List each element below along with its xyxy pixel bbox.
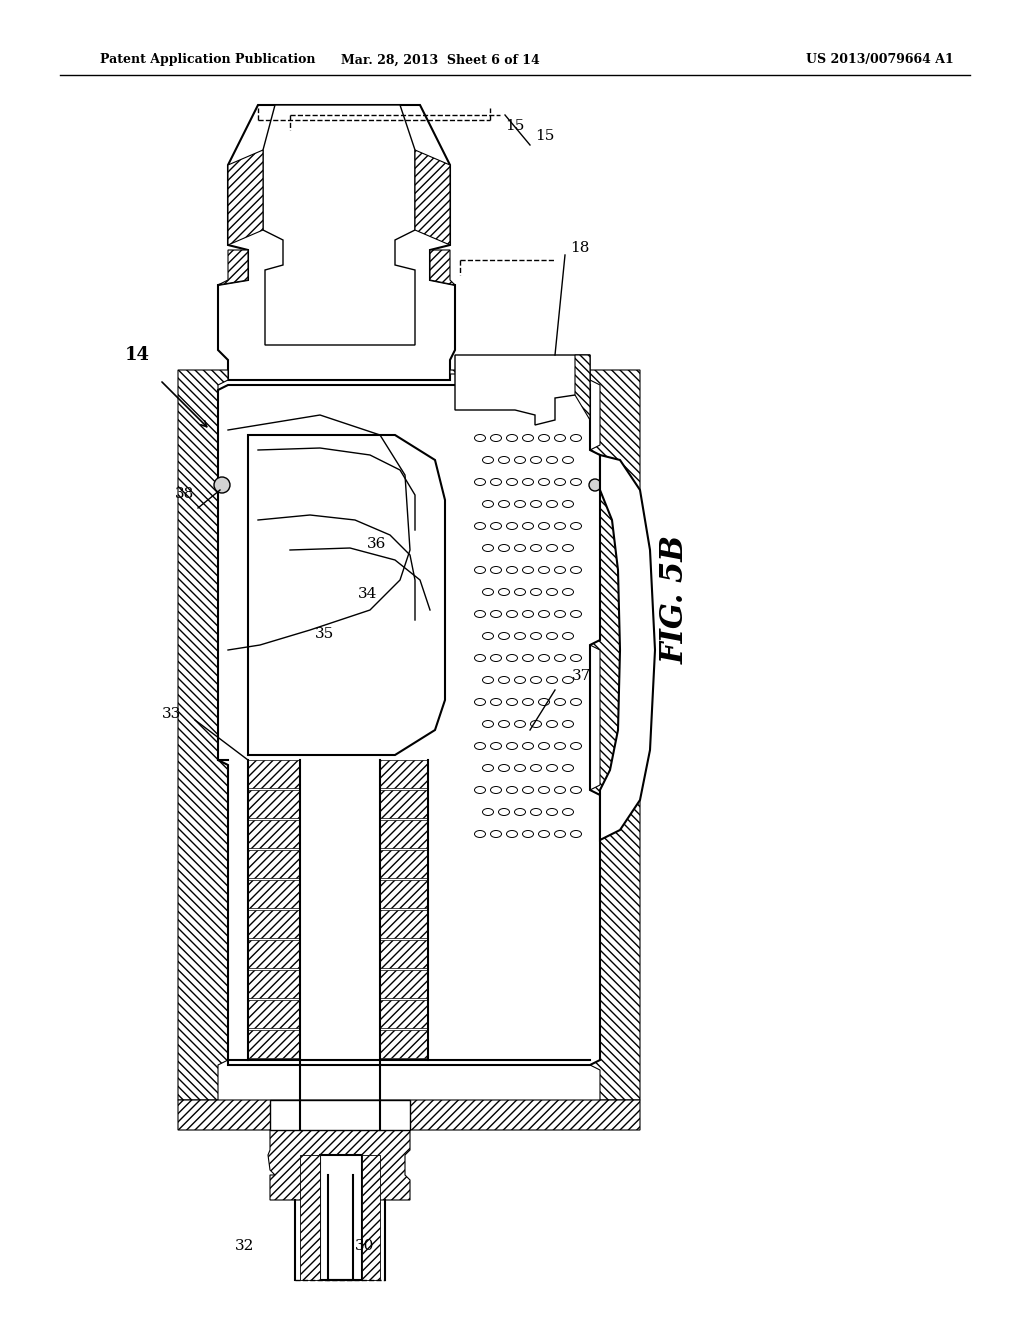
Text: 33: 33 <box>162 708 181 721</box>
Circle shape <box>214 477 230 492</box>
Polygon shape <box>600 455 655 840</box>
Polygon shape <box>380 880 428 908</box>
Polygon shape <box>248 436 445 755</box>
Text: Mar. 28, 2013  Sheet 6 of 14: Mar. 28, 2013 Sheet 6 of 14 <box>341 54 540 66</box>
Polygon shape <box>218 249 248 285</box>
Polygon shape <box>380 1030 428 1059</box>
Polygon shape <box>319 1155 362 1280</box>
Polygon shape <box>380 760 428 788</box>
Text: 32: 32 <box>234 1239 254 1253</box>
Text: 36: 36 <box>367 537 386 550</box>
Polygon shape <box>270 1100 410 1130</box>
Text: 30: 30 <box>355 1239 375 1253</box>
Text: 34: 34 <box>358 587 378 601</box>
Polygon shape <box>380 789 428 818</box>
Text: 14: 14 <box>125 346 150 364</box>
Polygon shape <box>430 249 455 285</box>
Polygon shape <box>380 850 428 878</box>
Polygon shape <box>380 970 428 998</box>
Text: 15: 15 <box>535 129 554 143</box>
Circle shape <box>589 479 601 491</box>
Polygon shape <box>248 909 300 939</box>
Text: 35: 35 <box>315 627 334 642</box>
Polygon shape <box>575 355 590 420</box>
Polygon shape <box>248 1001 300 1028</box>
Polygon shape <box>380 820 428 847</box>
Polygon shape <box>362 1155 380 1280</box>
Polygon shape <box>450 370 640 1100</box>
Polygon shape <box>178 370 228 1100</box>
Text: 15: 15 <box>505 119 524 133</box>
Polygon shape <box>248 1030 300 1059</box>
Polygon shape <box>248 820 300 847</box>
Polygon shape <box>248 760 300 788</box>
Polygon shape <box>218 385 600 1065</box>
Text: 38: 38 <box>175 487 195 502</box>
Polygon shape <box>248 789 300 818</box>
Polygon shape <box>263 106 415 345</box>
Polygon shape <box>248 940 300 968</box>
Polygon shape <box>248 880 300 908</box>
Polygon shape <box>455 355 590 425</box>
Polygon shape <box>248 850 300 878</box>
Polygon shape <box>380 1001 428 1028</box>
Text: 37: 37 <box>572 669 591 682</box>
Polygon shape <box>248 970 300 998</box>
Polygon shape <box>228 150 263 246</box>
Polygon shape <box>415 150 450 246</box>
Polygon shape <box>178 1100 640 1200</box>
Polygon shape <box>380 940 428 968</box>
Polygon shape <box>218 106 455 380</box>
Polygon shape <box>380 909 428 939</box>
Text: US 2013/0079664 A1: US 2013/0079664 A1 <box>806 54 954 66</box>
Text: 18: 18 <box>570 242 590 255</box>
Text: FIG. 5B: FIG. 5B <box>660 536 691 664</box>
Polygon shape <box>300 1155 319 1280</box>
Text: Patent Application Publication: Patent Application Publication <box>100 54 315 66</box>
